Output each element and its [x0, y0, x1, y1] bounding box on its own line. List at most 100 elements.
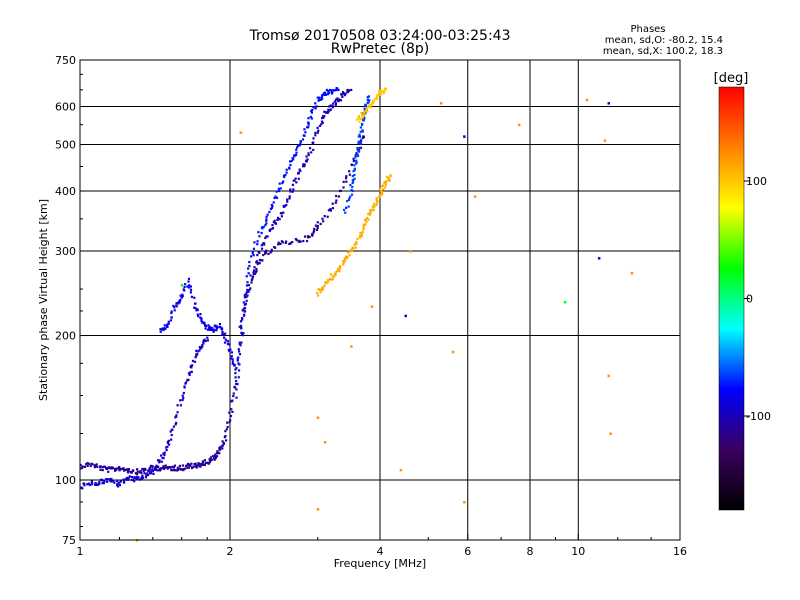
data-point [189, 371, 192, 374]
data-point [289, 190, 292, 193]
data-point [301, 164, 305, 168]
data-point [187, 378, 190, 382]
data-point [110, 480, 113, 483]
data-point [336, 270, 339, 273]
data-point [173, 309, 176, 312]
data-point [243, 296, 247, 299]
x-tick-label: 4 [377, 545, 384, 558]
data-point [90, 481, 94, 485]
data-point [382, 90, 385, 93]
data-point [260, 231, 263, 235]
data-point [463, 500, 466, 504]
data-point [258, 251, 261, 254]
data-point [320, 123, 323, 126]
data-point [175, 421, 178, 425]
data-point [175, 302, 178, 305]
data-point [87, 482, 91, 485]
data-point [252, 271, 255, 274]
data-point [251, 277, 254, 280]
data-point [103, 480, 106, 483]
data-point [354, 241, 358, 244]
data-point [222, 442, 225, 445]
data-point [187, 372, 191, 375]
data-point [277, 243, 280, 246]
data-point [178, 464, 182, 468]
data-point [194, 356, 197, 359]
data-point [359, 236, 362, 239]
data-point [195, 464, 199, 467]
data-point [239, 324, 243, 328]
data-point [348, 173, 351, 176]
data-point [155, 464, 158, 467]
data-point [162, 457, 165, 460]
data-point [234, 371, 237, 375]
data-point [207, 324, 210, 327]
data-point [176, 404, 179, 407]
data-point [221, 331, 224, 334]
data-point [295, 146, 299, 149]
data-point [384, 186, 387, 189]
data-point [118, 469, 121, 472]
data-point [330, 89, 333, 92]
data-point [253, 241, 256, 244]
data-point [363, 110, 366, 113]
data-point [182, 468, 185, 471]
data-point [151, 469, 155, 473]
data-point [368, 104, 371, 108]
data-point [155, 465, 158, 468]
data-point [141, 476, 145, 480]
data-point [215, 325, 219, 328]
data-point [187, 277, 191, 280]
data-point [333, 100, 336, 103]
data-point [177, 302, 180, 305]
data-point [316, 224, 319, 228]
data-point [342, 262, 345, 265]
data-point [247, 284, 250, 287]
colorbar-ticks: 100 0 -100 [744, 175, 771, 423]
data-point [285, 168, 288, 171]
data-point [324, 111, 328, 114]
data-point [358, 120, 361, 123]
data-point [383, 181, 386, 184]
data-point [607, 102, 611, 105]
data-point [305, 160, 308, 163]
data-point [197, 462, 200, 465]
data-point [236, 357, 239, 361]
data-point [313, 227, 316, 230]
data-point [125, 476, 129, 480]
data-point [284, 241, 287, 245]
y-tick-label: 600 [55, 101, 76, 114]
data-point [323, 441, 327, 444]
data-point [354, 154, 357, 158]
data-point [81, 466, 84, 469]
data-point [279, 187, 282, 190]
data-point [278, 218, 281, 221]
data-point [321, 97, 324, 100]
data-point [295, 239, 298, 242]
data-point [209, 456, 213, 459]
data-point [158, 461, 161, 464]
data-point [186, 466, 189, 469]
data-point [321, 121, 324, 124]
data-point [214, 324, 217, 327]
data-point [168, 443, 171, 446]
data-point [352, 157, 355, 160]
data-point [193, 296, 196, 299]
data-point [356, 237, 359, 240]
data-point [160, 467, 163, 470]
data-point [409, 250, 412, 253]
data-point [329, 209, 332, 212]
data-point [346, 90, 349, 93]
data-point [362, 135, 365, 138]
data-point [265, 218, 268, 221]
x-axis-ticks: 1 2 4 6 8 10 16 [77, 534, 687, 558]
y-tick-label: 100 [55, 474, 76, 487]
data-point [159, 454, 163, 457]
data-point [362, 114, 365, 118]
data-point [220, 327, 223, 330]
data-point [307, 123, 310, 126]
data-point [299, 140, 302, 143]
data-point [385, 180, 388, 183]
data-point [215, 452, 218, 455]
data-point [232, 394, 235, 398]
